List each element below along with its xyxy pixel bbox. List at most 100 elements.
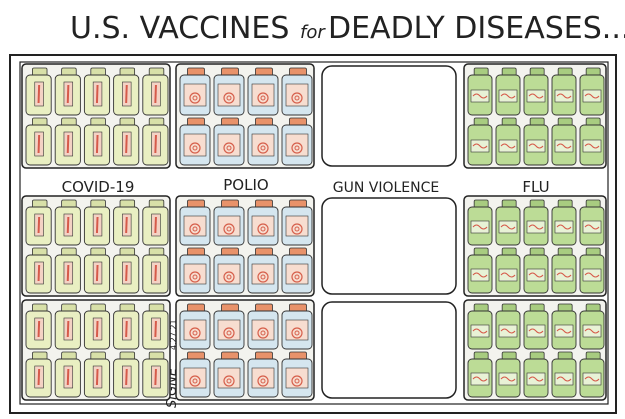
shelf-box bbox=[175, 195, 315, 297]
label-mark bbox=[472, 376, 488, 382]
label-mark bbox=[500, 272, 516, 278]
bottle bbox=[179, 117, 211, 166]
label-mark bbox=[257, 375, 269, 387]
label-mark bbox=[66, 84, 70, 104]
label-mark bbox=[154, 320, 157, 338]
bottle bbox=[495, 67, 521, 116]
label-mark bbox=[226, 145, 232, 151]
title-part: for bbox=[300, 22, 326, 43]
title-part: DEADLY DISEASES... bbox=[328, 11, 625, 46]
bottle bbox=[467, 303, 493, 350]
bottle-label bbox=[217, 133, 241, 157]
bottle-label bbox=[285, 215, 309, 237]
label-mark bbox=[294, 95, 300, 101]
bottle bbox=[54, 117, 81, 166]
label-mark bbox=[154, 216, 157, 234]
bottle bbox=[83, 199, 111, 246]
bottle bbox=[281, 303, 313, 350]
label-mark bbox=[472, 272, 488, 278]
shelf-box bbox=[175, 63, 315, 169]
label-mark bbox=[291, 142, 303, 154]
label-mark bbox=[291, 92, 303, 104]
label-mark bbox=[66, 134, 70, 154]
label-mark bbox=[556, 376, 572, 382]
panel-label: GUN VIOLENCE bbox=[333, 180, 439, 196]
bottle bbox=[83, 67, 111, 116]
bottle-label bbox=[217, 319, 241, 341]
bottle bbox=[213, 303, 245, 350]
bottle bbox=[523, 247, 549, 294]
bottle bbox=[142, 199, 169, 246]
bottle bbox=[467, 67, 493, 116]
bottle bbox=[579, 199, 605, 246]
label-mark bbox=[37, 216, 41, 234]
bottle bbox=[281, 67, 313, 116]
bottle bbox=[551, 303, 577, 350]
label-mark bbox=[154, 264, 157, 282]
label-mark bbox=[556, 328, 572, 334]
bottle bbox=[523, 117, 549, 166]
bottle bbox=[495, 199, 521, 246]
label-mark bbox=[584, 328, 600, 334]
bottle bbox=[213, 247, 245, 294]
bottle-label bbox=[251, 319, 275, 341]
bottle bbox=[25, 351, 52, 398]
panel-label: COVID-19 bbox=[62, 178, 135, 196]
label-mark bbox=[66, 368, 70, 386]
label-mark bbox=[291, 271, 303, 283]
bottle bbox=[83, 117, 111, 166]
bottle-label bbox=[251, 215, 275, 237]
bottle bbox=[113, 117, 140, 166]
label-mark bbox=[528, 376, 544, 382]
label-mark bbox=[584, 143, 600, 149]
label-mark bbox=[192, 145, 198, 151]
bottle-label bbox=[217, 367, 241, 389]
label-mark bbox=[257, 92, 269, 104]
label-mark bbox=[125, 320, 128, 338]
label-mark bbox=[500, 93, 516, 99]
label-mark bbox=[189, 142, 201, 154]
label-mark bbox=[294, 274, 300, 280]
bottle bbox=[83, 247, 111, 294]
bottle bbox=[467, 199, 493, 246]
label-mark bbox=[95, 216, 99, 234]
label-mark bbox=[226, 378, 232, 384]
label-mark bbox=[66, 264, 70, 282]
label-mark bbox=[95, 134, 99, 154]
label-mark bbox=[294, 226, 300, 232]
label-mark bbox=[37, 264, 41, 282]
label-mark bbox=[95, 320, 99, 338]
label-mark bbox=[472, 143, 488, 149]
label-mark bbox=[226, 226, 232, 232]
bottle-label bbox=[183, 263, 207, 285]
label-mark bbox=[37, 368, 41, 386]
label-mark bbox=[260, 274, 266, 280]
label-mark bbox=[154, 84, 157, 104]
bottle bbox=[113, 303, 140, 350]
bottle-label bbox=[217, 215, 241, 237]
bottle bbox=[179, 247, 211, 294]
label-mark bbox=[189, 223, 201, 235]
bottle-label bbox=[183, 367, 207, 389]
label-mark bbox=[223, 223, 235, 235]
label-mark bbox=[154, 368, 157, 386]
label-mark bbox=[37, 134, 41, 154]
label-mark bbox=[291, 327, 303, 339]
label-mark bbox=[226, 95, 232, 101]
bottle bbox=[523, 67, 549, 116]
bottle bbox=[495, 303, 521, 350]
bottle bbox=[551, 351, 577, 398]
bottle-label bbox=[285, 367, 309, 389]
label-mark bbox=[528, 93, 544, 99]
bottle bbox=[495, 351, 521, 398]
bottle bbox=[54, 67, 81, 116]
bottle bbox=[247, 303, 279, 350]
label-mark bbox=[189, 327, 201, 339]
panel-label: POLIO bbox=[223, 176, 268, 194]
bottle bbox=[523, 351, 549, 398]
label-mark bbox=[257, 271, 269, 283]
label-mark bbox=[528, 328, 544, 334]
bottle bbox=[579, 303, 605, 350]
shelf-inner bbox=[19, 61, 609, 405]
label-mark bbox=[66, 320, 70, 338]
